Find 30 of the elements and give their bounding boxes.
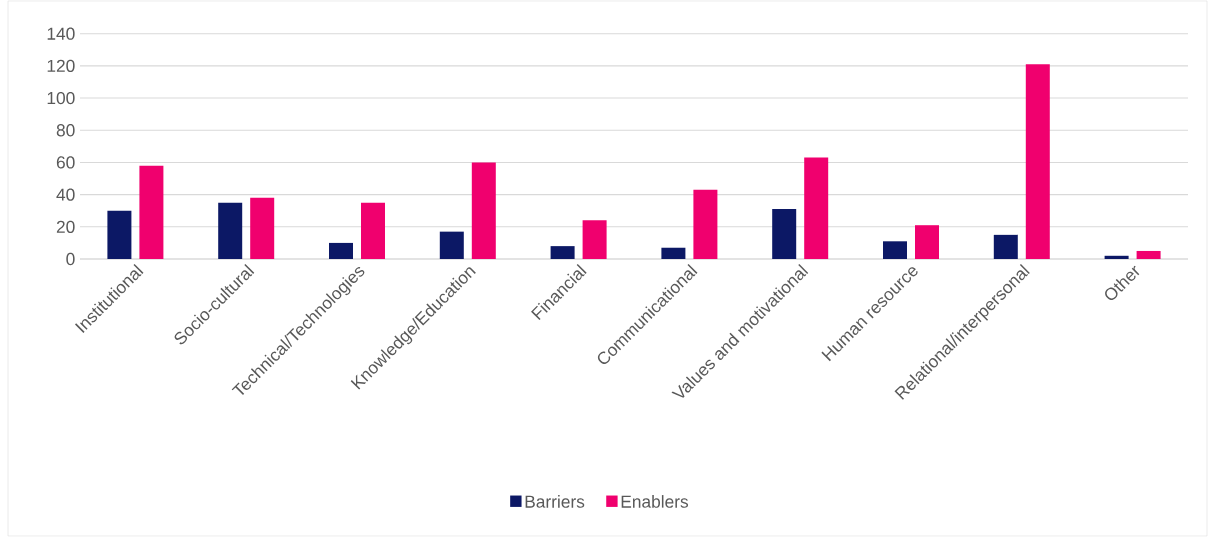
bar	[471, 162, 496, 259]
y-tick-label: 80	[56, 124, 75, 137]
bar	[1136, 250, 1161, 259]
y-tick-label: 40	[56, 188, 75, 201]
bar	[329, 242, 353, 259]
bar	[772, 209, 797, 259]
bar	[218, 202, 243, 259]
bar	[139, 165, 164, 259]
y-tick-label: 120	[47, 59, 75, 72]
bar	[804, 157, 829, 259]
bar	[1104, 255, 1129, 259]
bar	[993, 234, 1018, 259]
legend-label: Barriers	[525, 495, 585, 508]
bar	[661, 247, 686, 259]
bar	[582, 220, 607, 259]
y-tick-label: 0	[66, 252, 75, 266]
y-tick-label: 100	[47, 91, 75, 105]
y-tick-label: 20	[56, 220, 75, 233]
legend-label: Enablers	[621, 495, 689, 508]
bar	[361, 202, 385, 259]
bar	[250, 197, 275, 259]
bar	[439, 231, 464, 259]
bar	[693, 189, 718, 259]
bar	[550, 246, 575, 259]
y-tick-label: 60	[56, 156, 75, 169]
y-tick-label: 140	[47, 27, 75, 40]
bar	[915, 225, 939, 259]
bar	[107, 210, 132, 259]
bar	[1025, 64, 1050, 259]
bar	[883, 241, 907, 259]
